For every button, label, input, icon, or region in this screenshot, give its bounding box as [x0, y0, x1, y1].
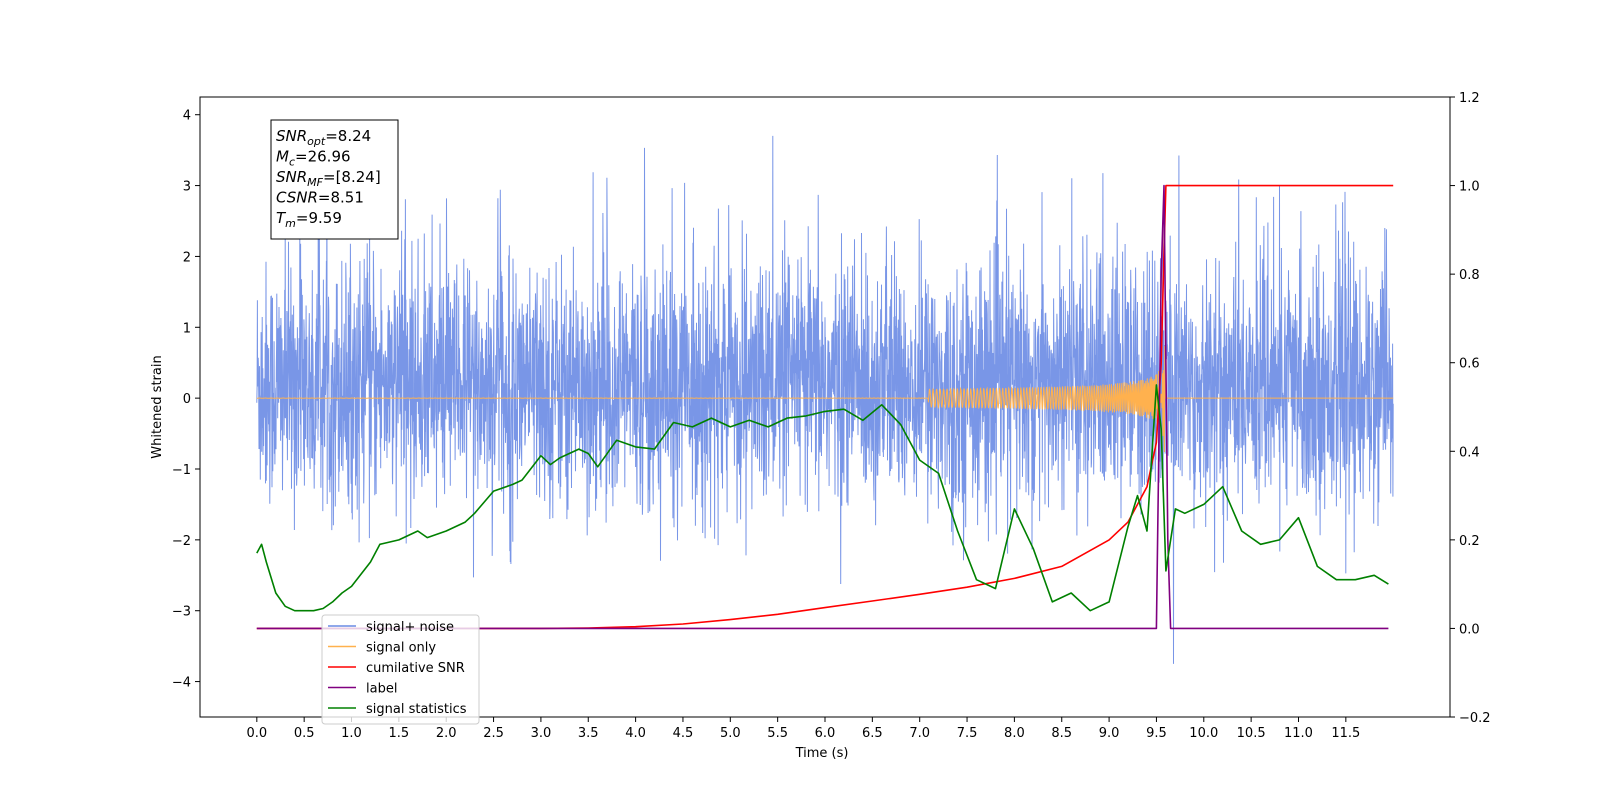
y-tick-label: 4 [183, 109, 191, 124]
x-tick-label: 10.0 [1189, 726, 1218, 741]
legend: signal+ noise signal only cumilative SNR la… [321, 614, 480, 725]
y2-tick-label: 0.2 [1459, 534, 1480, 549]
x-tick-label: 11.0 [1284, 726, 1313, 741]
x-tick-label: 6.5 [862, 726, 883, 741]
x-tick-label: 9.5 [1146, 726, 1167, 741]
info-value: =26.96 [295, 148, 351, 166]
info-subscript: MF [307, 176, 323, 189]
info-box-line: CSNR=8.51 [276, 189, 364, 207]
legend-entry-label: label [366, 682, 397, 697]
info-box-line: Tm=9.59 [276, 209, 342, 230]
x-tick-label: 0.0 [246, 726, 267, 741]
y2-tick-label: −0.2 [1459, 711, 1491, 726]
y-tick-label: 3 [183, 180, 191, 195]
x-axis: 0.0 0.5 1.0 1.5 2.0 2.5 3.0 3.5 4.0 4.5 5.0 5.5 6.0 6… [246, 717, 1360, 741]
info-value: =8.51 [318, 189, 364, 207]
legend-entry-label: signal statistics [366, 702, 467, 717]
x-tick-label: 9.0 [1099, 726, 1120, 741]
signal-only-series [256, 345, 1394, 453]
info-symbol: T [276, 209, 287, 227]
x-tick-label: 6.0 [815, 726, 836, 741]
y-tick-label: −2 [172, 534, 191, 549]
x-tick-label: 3.0 [531, 726, 552, 741]
signal-statistics-line [256, 384, 1389, 612]
info-subscript: opt [307, 135, 326, 148]
info-value: =9.59 [296, 209, 342, 227]
x-tick-label: 4.0 [625, 726, 646, 741]
x-tick-label: 10.5 [1237, 726, 1266, 741]
x-tick-label: 7.5 [957, 726, 978, 741]
y2-tick-label: 0.4 [1459, 445, 1480, 460]
x-tick-label: 1.0 [341, 726, 362, 741]
info-subscript: c [289, 156, 295, 169]
y-tick-label: −3 [172, 605, 191, 620]
x-tick-label: 0.5 [294, 726, 315, 741]
info-box-line: SNRMF=[8.24] [276, 168, 381, 189]
x-tick-label: 8.0 [1004, 726, 1025, 741]
info-box-line: SNRopt=8.24 [276, 127, 371, 148]
x-tick-label: 2.0 [436, 726, 457, 741]
x-tick-label: 3.5 [578, 726, 599, 741]
y-tick-label: −1 [172, 463, 191, 478]
x-tick-label: 11.5 [1331, 726, 1360, 741]
x-tick-label: 5.0 [720, 726, 741, 741]
info-symbol: M [276, 148, 289, 166]
x-tick-label: 4.5 [673, 726, 694, 741]
legend-entry-label: cumilative SNR [366, 661, 465, 676]
y-axis-right: −0.2 0.0 0.2 0.4 0.6 0.8 1.0 1.2 [1450, 91, 1491, 726]
y2-tick-label: 0.0 [1459, 622, 1480, 637]
y2-tick-label: 0.6 [1459, 357, 1480, 372]
info-box-line: Mc=26.96 [276, 148, 351, 169]
y-axis-left: −4 −3 −2 −1 0 1 2 3 4 [172, 109, 200, 691]
info-symbol: CSNR [276, 189, 318, 207]
x-tick-label: 5.5 [767, 726, 788, 741]
y-tick-label: 0 [183, 392, 191, 407]
x-tick-label: 7.0 [909, 726, 930, 741]
info-symbol: SNR [276, 168, 307, 186]
y-tick-label: 1 [183, 321, 191, 336]
x-tick-label: 2.5 [483, 726, 504, 741]
info-box: SNRopt=8.24Mc=26.96SNRMF=[8.24]CSNR=8.51… [270, 119, 399, 240]
legend-entry-label: signal+ noise [366, 620, 454, 635]
label-line [256, 184, 1389, 630]
legend-entry-label: signal only [366, 641, 436, 656]
y2-tick-label: 1.0 [1459, 180, 1480, 195]
line-series-group [256, 184, 1394, 630]
y-tick-label: 2 [183, 250, 191, 265]
y2-tick-label: 0.8 [1459, 268, 1480, 283]
x-axis-label: Time (s) [795, 746, 849, 761]
y-axis-label: Whitened strain [150, 355, 165, 458]
info-box-frame [270, 119, 399, 240]
x-tick-label: 8.5 [1051, 726, 1072, 741]
signal-only-line [256, 345, 1394, 453]
y2-tick-label: 1.2 [1459, 91, 1480, 106]
signal-noise-line [256, 135, 1394, 664]
x-tick-label: 1.5 [389, 726, 410, 741]
y-tick-label: −4 [172, 676, 191, 691]
legend-frame [321, 614, 480, 725]
info-value: =[8.24] [323, 168, 381, 186]
info-subscript: m [285, 217, 296, 230]
info-symbol: SNR [276, 127, 307, 145]
signal-noise-series [256, 135, 1394, 664]
info-value: =8.24 [325, 127, 371, 145]
